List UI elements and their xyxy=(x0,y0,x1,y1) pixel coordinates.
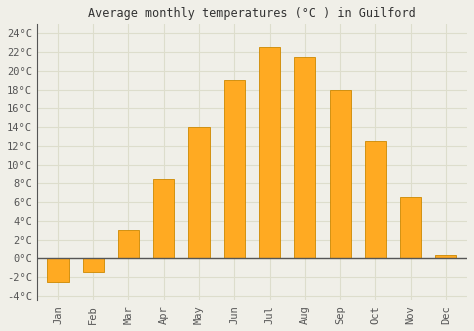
Bar xyxy=(153,178,174,258)
Bar xyxy=(329,89,351,258)
Bar xyxy=(294,57,315,258)
Bar xyxy=(189,127,210,258)
Title: Average monthly temperatures (°C ) in Guilford: Average monthly temperatures (°C ) in Gu… xyxy=(88,7,416,20)
Bar xyxy=(435,256,456,258)
Bar xyxy=(118,230,139,258)
Bar xyxy=(259,47,280,258)
Bar xyxy=(400,197,421,258)
Bar xyxy=(82,258,104,272)
Bar xyxy=(365,141,386,258)
Bar xyxy=(224,80,245,258)
Bar xyxy=(47,258,69,282)
